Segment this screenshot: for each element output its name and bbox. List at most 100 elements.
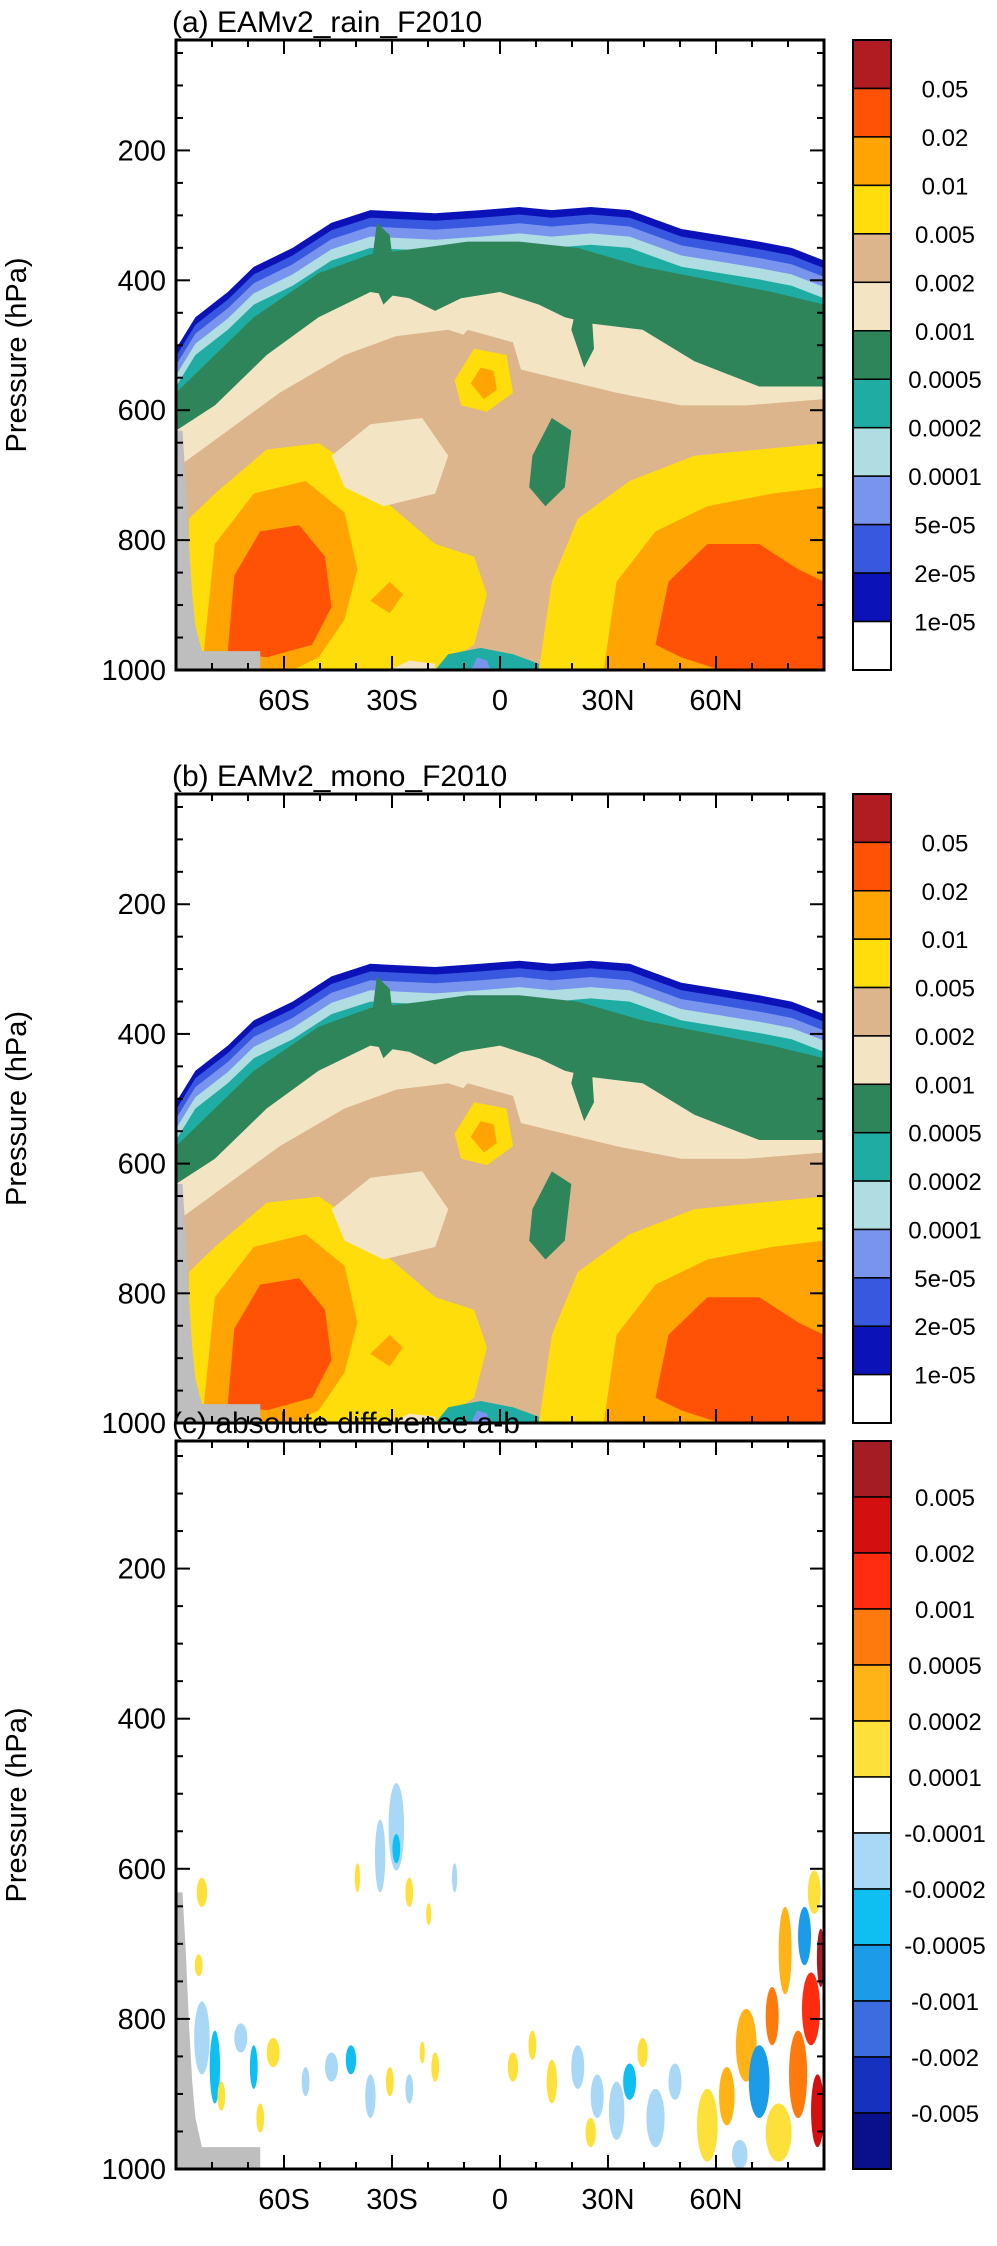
topography-mask [176,1892,261,2169]
y-tick-label: 800 [118,1278,166,1310]
colorbar-swatch [852,1720,892,1778]
colorbar-label: 0.01 [922,927,969,954]
difference-blob [354,1863,361,1893]
difference-blob [392,1834,401,1864]
contour-level-6 [529,418,572,507]
colorbar-swatch [852,1373,892,1424]
colorbar-swatch [852,523,892,574]
difference-blob [696,2088,718,2162]
difference-blob [388,1783,405,1871]
difference-blob [807,1870,821,1915]
x-tick-label: 60N [689,685,742,717]
difference-blob [249,2045,258,2089]
colorbar-swatch [852,1228,892,1279]
y-tick-label: 1000 [101,655,166,687]
y-tick-label: 200 [118,889,166,921]
difference-blob [765,1987,779,2046]
contour-level-7 [331,1171,449,1260]
difference-blob [256,2103,265,2133]
difference-blob [431,2052,440,2082]
contour-level-11 [227,1278,332,1411]
topography-mask [176,1183,261,1423]
y-tick-label: 200 [118,1554,166,1586]
colorbar-swatch [852,890,892,940]
difference-blob [765,2103,792,2162]
contour-level-10 [470,1121,497,1153]
difference-blob [301,2067,310,2097]
colorbar-label: 5e-05 [914,513,975,540]
colorbar-label: 0.0005 [908,1121,981,1148]
difference-blob [325,2052,338,2082]
y-tick-label: 400 [118,1704,166,1736]
contour-level-6 [571,1039,594,1122]
contour-level-10 [370,581,403,614]
colorbar-swatch [852,938,892,989]
y-tick-label: 1000 [101,2154,166,2186]
contour-level-11 [227,525,332,658]
difference-blob [405,1877,414,1907]
x-tick-label: 30S [366,685,418,717]
panel-title: (b) EAMv2_mono_F2010 [172,760,507,793]
plot-area [176,1441,824,2169]
difference-blob [585,2118,596,2148]
colorbar-swatch [852,1440,892,1498]
difference-blob [419,2041,425,2064]
contour-level-10 [370,1334,403,1367]
y-tick-label: 200 [118,135,166,167]
colorbar-label: 0.02 [922,879,969,906]
colorbar-swatch [852,841,892,892]
x-tick-label: 30N [581,2184,634,2216]
difference-blob [789,2030,808,2119]
colorbar-label: 2e-05 [914,1314,975,1341]
colorbar-label: -0.005 [911,2101,979,2128]
difference-blob [345,2045,357,2075]
difference-blob [365,2074,376,2119]
colorbar-swatch [852,1832,892,1890]
difference-blob [646,2088,665,2148]
colorbar-swatch [852,1552,892,1610]
colorbar-label: 0.001 [915,319,975,346]
colorbar: 1e-05 2e-05 5e-05 0.0001 0.0002 0.0005 0.001 0.… [852,39,982,671]
contour-level-5 [435,1401,539,1423]
colorbar-label: 0.0002 [908,1709,981,1736]
topography-mask [176,430,261,670]
difference-blob [668,2063,682,2100]
difference-blob [266,2037,280,2068]
colorbar-label: 0.05 [922,830,969,857]
y-tick-label: 600 [118,1854,166,1886]
colorbar-swatch [852,1664,892,1722]
colorbar-swatch [852,184,892,235]
difference-blob [801,1972,821,2046]
colorbar-label: 5e-05 [914,1266,975,1293]
contour-level-11 [655,1297,824,1423]
difference-blob [194,2001,210,2075]
x-tick-label: 0 [492,685,508,717]
difference-blob [426,1903,432,1926]
colorbar-label: 0.002 [915,1541,975,1568]
contour-field [176,207,824,670]
difference-blob [798,1906,812,1966]
colorbar-label: 0.002 [915,1024,975,1051]
colorbar: 1e-05 2e-05 5e-05 0.0001 0.0002 0.0005 0.001 0.… [852,793,982,1424]
difference-blob [571,2045,585,2089]
colorbar-label: -0.0005 [904,1933,985,1960]
panel-title: (c) absolute difference a-b [172,1407,520,1440]
colorbar-label: 1e-05 [914,610,975,637]
colorbar-swatch [852,330,892,380]
colorbar-swatch [852,1083,892,1134]
colorbar-label: 0.0001 [908,1765,981,1792]
y-tick-label: 400 [118,1019,166,1051]
colorbar-label: 0.005 [915,1485,975,1512]
y-axis-label: Pressure (hPa) [1,1011,33,1206]
x-tick-label: 60S [258,2184,310,2216]
colorbar-swatch [852,620,892,671]
colorbar-swatch [852,1131,892,1182]
contour-level-3 [470,1410,491,1423]
colorbar-label: -0.001 [911,1989,979,2016]
contour-level-6 [571,285,594,368]
difference-blob [196,1877,208,1907]
difference-blob [374,1819,386,1893]
y-tick-label: 600 [118,395,166,427]
difference-blob [811,2074,824,2148]
difference-blob [452,1863,458,1893]
